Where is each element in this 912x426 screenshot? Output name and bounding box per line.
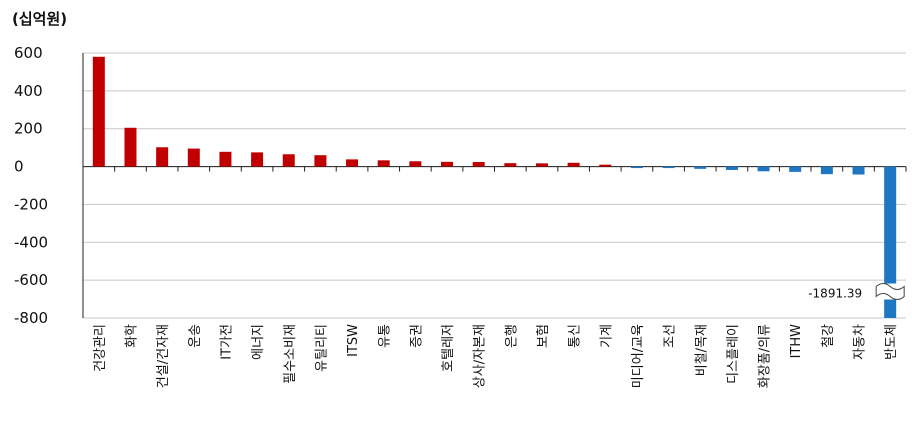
bar (219, 151, 232, 167)
x-tick-label: 비철/목재 (694, 324, 709, 376)
value-annotation: -1891.39 (808, 287, 862, 301)
y-tick-label: -600 (14, 271, 48, 289)
unit-label: (십억원) (12, 10, 68, 28)
x-tick-label: 호텔레저 (441, 324, 456, 372)
x-tick-label: IT가전 (219, 324, 234, 360)
x-tick-label: 화장품/의류 (758, 324, 773, 388)
x-tick-label: 운송 (188, 324, 203, 348)
bar (314, 155, 327, 167)
x-tick-label: ITHW (789, 324, 804, 359)
x-tick-label: 통신 (568, 324, 583, 348)
bar (630, 166, 643, 169)
x-tick-label: 화학 (124, 324, 139, 348)
bar (884, 166, 897, 318)
x-tick-label: 유통 (378, 324, 393, 348)
x-tick-label: 조선 (663, 324, 678, 348)
x-tick-label: 은행 (503, 324, 519, 348)
bar (757, 166, 770, 172)
y-tick-label: 600 (14, 44, 43, 62)
x-tick-label: 기계 (599, 324, 614, 348)
bar (662, 166, 675, 169)
y-tick-label: 400 (14, 82, 43, 100)
bar (124, 127, 137, 167)
bar (92, 56, 105, 167)
bar (599, 164, 612, 167)
x-tick-label: 건설/건자재 (156, 324, 171, 388)
x-tick-label: 건강관리 (93, 324, 108, 372)
bar (725, 166, 738, 170)
bar (441, 161, 454, 167)
x-tick-label: 에너지 (251, 324, 266, 360)
bar (535, 163, 548, 167)
axis-break-symbol (875, 283, 905, 300)
bar (472, 162, 485, 167)
x-tick-label: 반도체 (884, 324, 899, 360)
x-tick-label: 필수소비재 (283, 324, 298, 384)
bar (377, 160, 390, 167)
bar (156, 147, 169, 167)
bar (820, 166, 833, 175)
x-tick-label: 증권 (409, 324, 424, 348)
bar (852, 166, 865, 175)
bar (187, 148, 200, 167)
y-tick-label: -200 (14, 195, 48, 213)
x-tick-label: 보험 (536, 324, 551, 348)
x-tick-label: 철강 (821, 324, 836, 348)
x-tick-label: 자동차 (853, 324, 868, 360)
bar (251, 152, 264, 167)
x-tick-label: 미디어/교육 (631, 324, 646, 388)
y-tick-label: 0 (14, 158, 24, 176)
x-tick-label: 유틸리티 (314, 324, 329, 372)
bar (567, 162, 580, 167)
bar (504, 163, 517, 167)
x-tick-label: 디스플레이 (726, 324, 741, 384)
x-tick-label: ITSW (346, 324, 361, 357)
bar (409, 161, 422, 167)
bar (694, 166, 707, 169)
y-tick-label: -800 (14, 309, 48, 327)
bar (346, 159, 359, 167)
bar (789, 166, 802, 172)
y-tick-label: 200 (14, 120, 43, 138)
bar (282, 154, 295, 167)
y-tick-label: -400 (14, 233, 48, 251)
x-tick-label: 상사/자본재 (473, 324, 488, 388)
